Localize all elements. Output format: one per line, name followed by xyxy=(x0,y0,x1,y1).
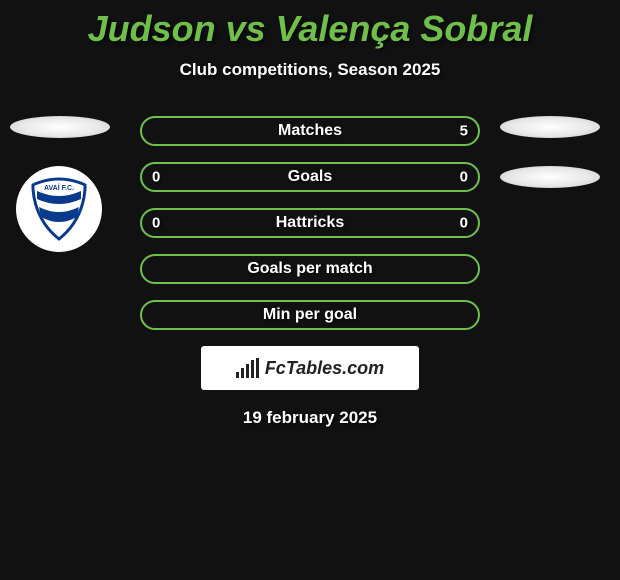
title-vs: vs xyxy=(216,8,276,49)
stat-label: Min per goal xyxy=(263,306,357,324)
left-player-column: AVAÍ F.C. xyxy=(10,116,110,252)
svg-text:AVAÍ F.C.: AVAÍ F.C. xyxy=(44,183,74,192)
bars-icon xyxy=(236,358,259,378)
club-badge-left: AVAÍ F.C. xyxy=(16,166,102,252)
stat-value-right: 0 xyxy=(460,215,468,232)
source-logo: FcTables.com xyxy=(201,346,419,390)
source-logo-text: FcTables.com xyxy=(265,358,384,379)
stat-value-right: 0 xyxy=(460,169,468,186)
comparison-content: AVAÍ F.C. Matches 5 0 Goals 0 0 Hattrick… xyxy=(0,116,620,428)
title-player-left: Judson xyxy=(88,8,216,49)
club-badge-placeholder xyxy=(500,166,600,188)
title-player-right: Valença Sobral xyxy=(276,8,533,49)
stat-value-left: 0 xyxy=(152,215,160,232)
stat-row-hattricks: 0 Hattricks 0 xyxy=(140,208,480,238)
stat-row-goals-per-match: Goals per match xyxy=(140,254,480,284)
stat-row-goals: 0 Goals 0 xyxy=(140,162,480,192)
right-player-column xyxy=(500,116,600,216)
page-subtitle: Club competitions, Season 2025 xyxy=(0,60,620,80)
stat-rows: Matches 5 0 Goals 0 0 Hattricks 0 Goals … xyxy=(140,116,480,330)
stat-row-min-per-goal: Min per goal xyxy=(140,300,480,330)
club-shield-icon: AVAÍ F.C. xyxy=(29,177,89,241)
player-photo-placeholder xyxy=(10,116,110,138)
stat-label: Matches xyxy=(278,122,342,140)
stat-value-left: 0 xyxy=(152,169,160,186)
stat-label: Goals per match xyxy=(247,260,372,278)
page-title: Judson vs Valença Sobral xyxy=(0,0,620,50)
snapshot-date: 19 february 2025 xyxy=(0,408,620,428)
stat-label: Goals xyxy=(288,168,332,186)
stat-label: Hattricks xyxy=(276,214,344,232)
player-photo-placeholder xyxy=(500,116,600,138)
stat-row-matches: Matches 5 xyxy=(140,116,480,146)
stat-value-right: 5 xyxy=(460,123,468,140)
